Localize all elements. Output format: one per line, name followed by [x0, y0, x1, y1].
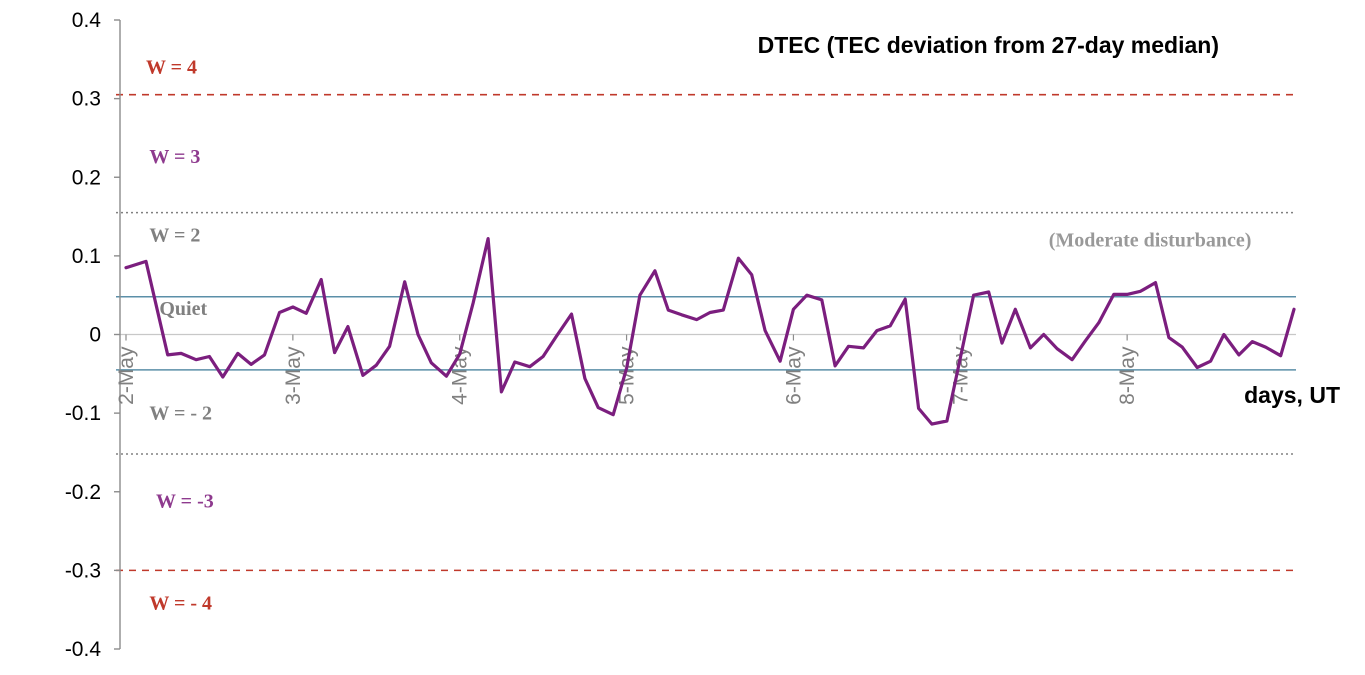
series-line-0	[124, 237, 1296, 426]
annotation-5: W = - 2	[149, 402, 212, 424]
x-tick-label-4: 6-May	[782, 346, 805, 405]
annotation-0: W = 4	[146, 56, 197, 78]
annotation-2: W = 2	[149, 225, 200, 247]
annotation-6: W = -3	[156, 490, 214, 512]
y-tick-label-4: 0	[89, 324, 101, 347]
y-tick-label-0: 0.4	[72, 9, 102, 32]
y-tick-label-2: 0.2	[72, 166, 101, 189]
x-tick-label-0: 2-May	[115, 346, 138, 405]
y-tick-label-8: -0.4	[65, 638, 102, 661]
chart-title: DTEC (TEC deviation from 27-day median)	[758, 32, 1219, 58]
x-tick-label-6: 8-May	[1116, 346, 1139, 405]
y-tick-label-7: -0.3	[65, 559, 101, 582]
x-tick-label-1: 3-May	[282, 346, 305, 405]
annotation-7: W = - 4	[149, 593, 212, 615]
y-tick-label-6: -0.2	[65, 481, 101, 504]
x-axis-label: days, UT	[1244, 382, 1340, 408]
y-tick-label-5: -0.1	[65, 402, 101, 425]
annotation-1: W = 3	[149, 146, 200, 168]
y-tick-label-1: 0.3	[72, 88, 101, 111]
y-tick-label-3: 0.1	[72, 245, 101, 268]
annotation-4: Quiet	[159, 298, 207, 320]
annotation-3: (Moderate disturbance)	[1049, 229, 1252, 251]
